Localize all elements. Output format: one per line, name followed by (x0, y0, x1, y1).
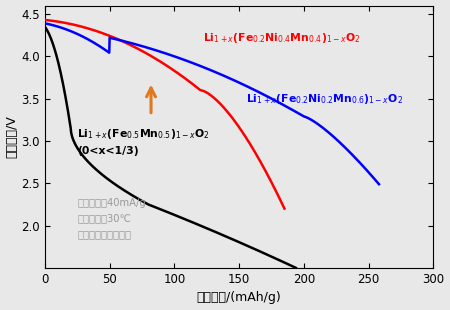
Text: Li$_{1+x}$(Fe$_{0.2}$Ni$_{0.2}$Mn$_{0.6}$)$_{1-x}$O$_2$: Li$_{1+x}$(Fe$_{0.2}$Ni$_{0.2}$Mn$_{0.6}… (246, 92, 403, 106)
Text: 試験温度：30℃: 試験温度：30℃ (77, 214, 131, 224)
Text: (0<x<1/3): (0<x<1/3) (77, 146, 139, 156)
Text: Li$_{1+x}$(Fe$_{0.5}$Mn$_{0.5}$)$_{1-x}$O$_2$: Li$_{1+x}$(Fe$_{0.5}$Mn$_{0.5}$)$_{1-x}$… (77, 127, 210, 141)
Text: Li$_{1+x}$(Fe$_{0.2}$Ni$_{0.4}$Mn$_{0.4}$)$_{1-x}$O$_2$: Li$_{1+x}$(Fe$_{0.2}$Ni$_{0.4}$Mn$_{0.4}… (203, 31, 360, 45)
X-axis label: 放電容量/(mAh/g): 放電容量/(mAh/g) (197, 291, 282, 304)
Y-axis label: 電池電圧/V: 電池電圧/V (5, 115, 18, 158)
Text: 負極：金属リチウム: 負極：金属リチウム (77, 229, 131, 239)
Text: 電流密度：40mA/g: 電流密度：40mA/g (77, 198, 146, 208)
